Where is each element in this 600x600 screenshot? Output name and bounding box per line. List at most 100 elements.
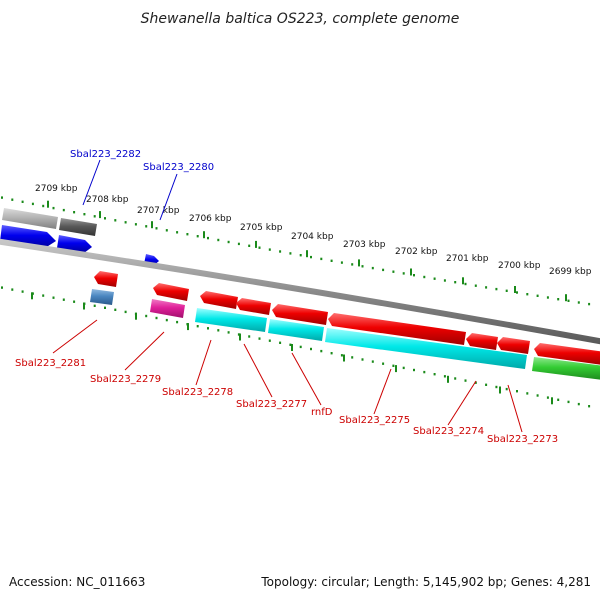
scale-minor-tick (217, 238, 220, 242)
scale-minor-tick (186, 233, 189, 236)
scale-major-tick (151, 221, 153, 229)
gene-label-sbal223-2281[interactable]: Sbal223_2281 (15, 358, 86, 369)
scale-minor-tick (330, 352, 333, 355)
gene-label-rnfd[interactable]: rnfD (311, 407, 333, 418)
scale-major-tick (306, 250, 308, 258)
scale-minor-tick (557, 298, 560, 301)
scale-minor-tick (536, 294, 539, 297)
gene-label-sbal223-2273[interactable]: Sbal223_2273 (487, 434, 558, 445)
gene-block[interactable] (2, 208, 58, 229)
leader-line (243, 343, 273, 398)
scale-minor-tick (330, 259, 333, 262)
scale-minor-tick (361, 358, 364, 361)
scale-minor-tick (402, 366, 405, 370)
scale-minor-tick (423, 275, 426, 279)
leader-line (373, 368, 392, 415)
scale-label: 2702 kbp (395, 247, 438, 257)
gene-label-sbal223-2282[interactable]: Sbal223_2282 (70, 149, 141, 160)
leader-line (447, 380, 477, 426)
scale-major-tick (47, 200, 49, 208)
scale-minor-tick (588, 302, 591, 306)
gene-label-sbal223-2274[interactable]: Sbal223_2274 (413, 426, 484, 437)
gene-label-sbal223-2280[interactable]: Sbal223_2280 (143, 162, 214, 173)
scale-minor-tick (299, 254, 302, 257)
scale-minor-tick (258, 337, 261, 340)
gene-arrow[interactable] (328, 313, 466, 345)
scale-minor-tick (268, 339, 271, 342)
scale-major-tick (565, 294, 567, 302)
gene-label-sbal223-2279[interactable]: Sbal223_2279 (90, 374, 161, 385)
gene-arrow[interactable] (153, 283, 189, 301)
scale-label: 2705 kbp (240, 223, 283, 233)
scale-minor-tick (516, 291, 518, 294)
scale-major-tick (514, 286, 516, 293)
scale-minor-tick (42, 294, 45, 297)
scale-minor-tick (546, 296, 549, 299)
scale-minor-tick (227, 240, 230, 244)
gene-arrow[interactable] (94, 271, 118, 287)
scale-minor-tick (495, 287, 498, 291)
scale-label: 2701 kbp (446, 254, 489, 264)
leader-line (507, 384, 523, 433)
scale-minor-tick (155, 316, 158, 320)
gene-arrow[interactable] (534, 343, 600, 365)
reverse-cog-track (90, 289, 600, 380)
scale-major-tick (135, 312, 137, 320)
scale-major-tick (83, 302, 85, 310)
gene-block[interactable] (195, 308, 267, 332)
scale-minor-tick (464, 282, 467, 286)
scale-major-tick (358, 259, 360, 267)
scale-minor-tick (516, 390, 518, 393)
scale-minor-tick (62, 298, 65, 301)
gene-arrow[interactable] (57, 235, 92, 253)
scale-minor-tick (248, 244, 251, 247)
scale-minor-tick (474, 284, 477, 287)
gene-block[interactable] (268, 319, 324, 341)
gene-block[interactable] (532, 357, 600, 380)
scale-label: 2704 kbp (291, 232, 334, 242)
scale-minor-tick (207, 327, 209, 330)
scale-minor-tick (505, 387, 508, 391)
gene-block[interactable] (59, 218, 97, 236)
gene-block[interactable] (90, 289, 114, 305)
scale-minor-tick (52, 296, 55, 299)
scale-major-tick (203, 231, 205, 239)
scale-minor-tick (310, 255, 312, 259)
gene-block[interactable] (325, 328, 527, 369)
gene-arrow[interactable] (466, 333, 498, 350)
scale-minor-tick (382, 362, 385, 365)
scale-major-tick (31, 292, 33, 300)
reverse-cds-track (94, 271, 600, 365)
gene-block[interactable] (150, 299, 185, 318)
scale-minor-tick (577, 301, 580, 304)
map-title: Shewanella baltica OS223, complete genom… (141, 11, 460, 27)
scale-minor-tick (577, 402, 580, 406)
scale-minor-tick (31, 202, 34, 206)
scale-minor-tick (145, 225, 148, 228)
gene-label-sbal223-2278[interactable]: Sbal223_2278 (162, 387, 233, 398)
scale-minor-tick (1, 286, 3, 289)
accession-text: Accession: NC_011663 (9, 575, 146, 589)
scale-minor-tick (104, 217, 106, 220)
scale-minor-tick (207, 236, 209, 240)
scale-minor-tick (268, 248, 271, 251)
scale-minor-tick (289, 343, 292, 346)
scale-minor-tick (176, 320, 179, 324)
scale-minor-tick (237, 242, 240, 246)
gene-arrow[interactable] (200, 291, 238, 309)
leader-line (195, 339, 212, 386)
scale-minor-tick (454, 281, 457, 284)
gene-arrow[interactable] (236, 298, 271, 315)
gene-label-sbal223-2275[interactable]: Sbal223_2275 (339, 415, 410, 426)
scale-label: 2707 kbp (137, 206, 180, 216)
scale-minor-tick (83, 213, 86, 216)
leader-line (52, 319, 98, 354)
gene-label-sbal223-2277[interactable]: Sbal223_2277 (236, 399, 307, 410)
gene-arrow[interactable] (497, 337, 530, 354)
scale-major-tick (462, 277, 464, 285)
scale-major-tick (99, 211, 101, 219)
gene-arrow[interactable] (272, 304, 328, 325)
scale-minor-tick (413, 368, 415, 372)
scale-major-tick (551, 397, 553, 405)
